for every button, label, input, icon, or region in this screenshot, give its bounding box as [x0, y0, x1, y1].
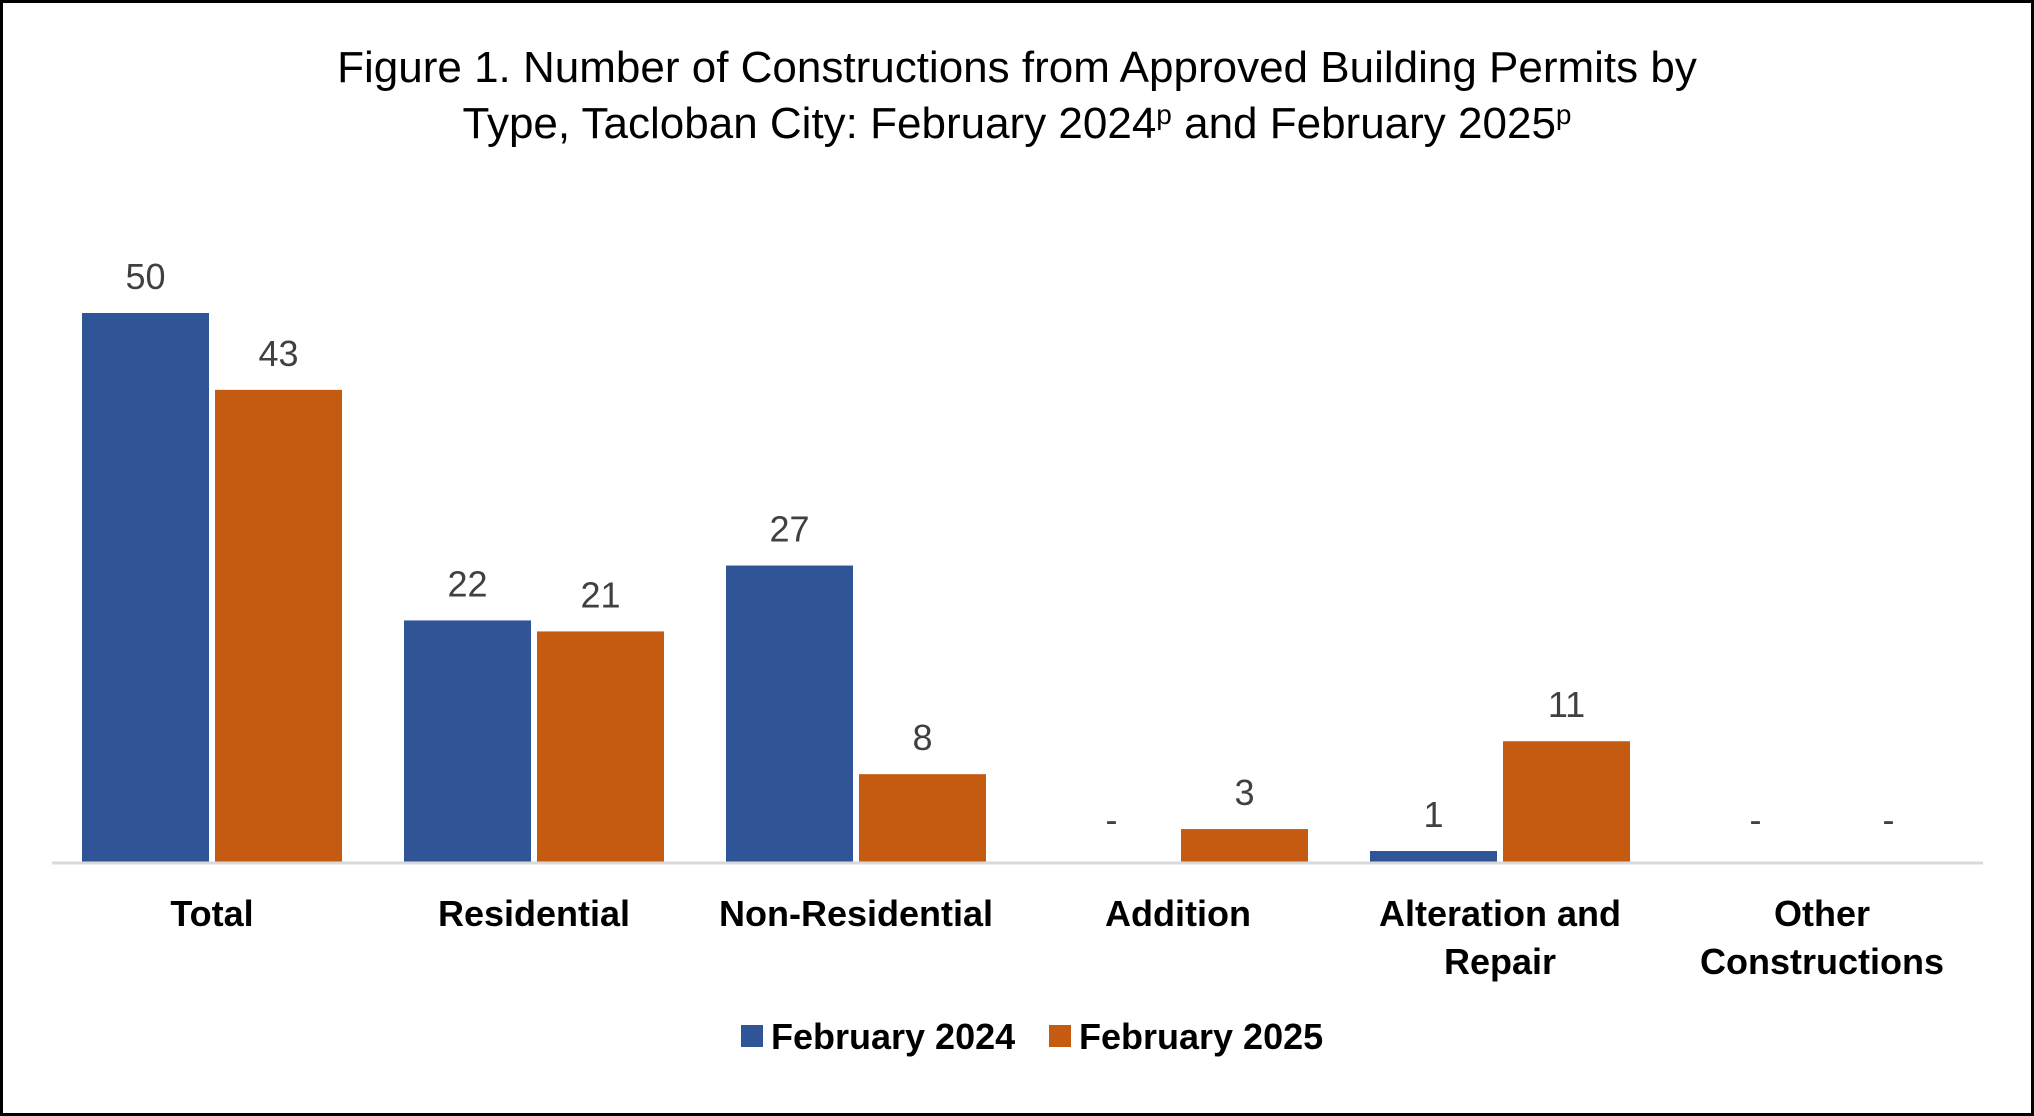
title-superscript-2: p [1555, 99, 1572, 130]
data-label: - [1106, 799, 1118, 840]
bar-feb-2025-4 [1503, 741, 1630, 862]
x-tick-label: Addition [1105, 893, 1251, 934]
bar-feb-2025-2 [859, 774, 986, 862]
bar-feb-2024-0 [82, 313, 209, 862]
legend-swatch-feb-2024 [741, 1025, 763, 1047]
x-tick-label: Residential [438, 893, 630, 934]
bar-feb-2024-4 [1370, 851, 1497, 862]
x-tick-label: Repair [1444, 941, 1556, 982]
x-tick-label: Constructions [1700, 941, 1944, 982]
data-label: 8 [912, 717, 932, 758]
bar-feb-2025-1 [537, 631, 664, 862]
data-label: 11 [1548, 684, 1585, 725]
bar-feb-2024-1 [404, 620, 531, 862]
title-line-1: Figure 1. Number of Constructions from A… [337, 43, 1697, 92]
x-tick-label: Non-Residential [719, 893, 993, 934]
x-tick-label: Other [1774, 893, 1870, 934]
bar-feb-2025-3 [1181, 829, 1308, 862]
title-superscript-1: p [1156, 99, 1172, 130]
data-label: 21 [580, 574, 620, 615]
chart-title: Figure 1. Number of Constructions from A… [0, 40, 2034, 152]
data-label: 50 [125, 256, 165, 297]
legend-label-feb-2025: February 2025 [1079, 1016, 1323, 1057]
title-line-2-part-2: and February 2025 [1171, 99, 1556, 148]
bar-feb-2025-0 [215, 389, 342, 862]
data-label: 1 [1423, 794, 1443, 835]
data-label: - [1750, 799, 1762, 840]
title-line-2-part-1: Type, Tacloban City: February 2024 [462, 99, 1157, 148]
data-label: - [1883, 799, 1895, 840]
legend-swatch-feb-2025 [1049, 1025, 1071, 1047]
data-label: 43 [258, 333, 298, 374]
data-label: 27 [769, 509, 809, 550]
x-tick-label: Total [170, 893, 253, 934]
bar-feb-2024-2 [726, 565, 853, 862]
legend-label-feb-2024: February 2024 [771, 1016, 1015, 1057]
data-label: 3 [1234, 772, 1254, 813]
data-label: 22 [447, 563, 487, 604]
x-tick-label: Alteration and [1379, 893, 1621, 934]
